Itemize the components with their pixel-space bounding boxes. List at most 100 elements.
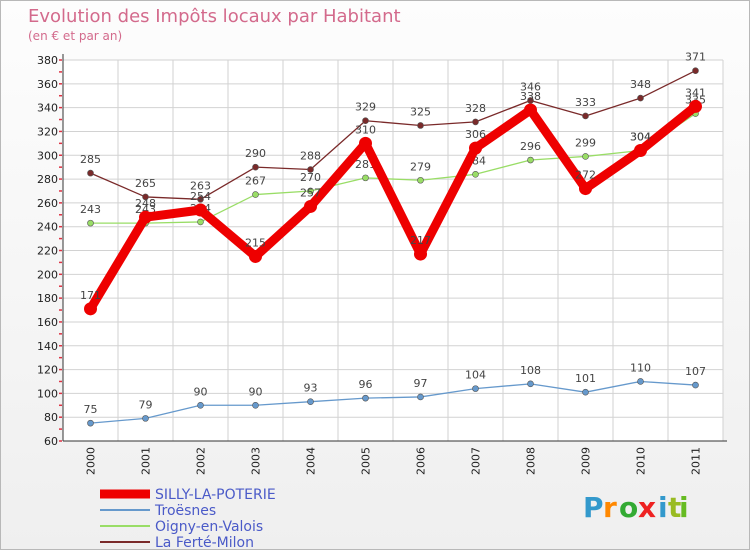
data-label: 104 [465,369,486,382]
y-tick-label: 120 [37,364,58,377]
y-tick-label: 320 [37,125,58,138]
y-tick-label: 140 [37,340,58,353]
y-tick-label: 200 [37,268,58,281]
x-tick-label: 2002 [195,447,208,475]
data-point [87,419,94,427]
logo-letter: r [603,491,617,524]
logo-letter: P [583,491,604,524]
series-silly-la-poterie: 171 248 254 215 257 310 217 306 338 272 304 341 [80,86,706,316]
y-tick-label: 100 [37,387,58,400]
y-tick-label: 300 [37,149,58,162]
data-point [582,112,589,120]
data-point [252,163,259,171]
legend-label: La Ferté-Milon [155,535,254,550]
y-tick-label: 220 [37,245,58,258]
legend: SILLY-LA-POTERIETroësnesOigny-en-ValoisL… [100,487,276,550]
data-label: 254 [190,190,211,203]
y-tick-label: 260 [37,197,58,210]
data-label: 108 [520,364,541,377]
data-point [472,118,479,126]
legend-label: SILLY-LA-POTERIE [155,487,276,503]
data-point [692,67,699,75]
x-tick-label: 2009 [580,447,593,475]
chart-title: Evolution des Impôts locaux par Habitant [28,6,401,27]
data-point [307,398,314,406]
data-label: 90 [249,385,263,398]
logo-letter: x [638,491,656,524]
logo-letter: i [658,491,668,524]
y-tick-label: 180 [37,292,58,305]
data-point [84,302,97,316]
data-point [472,385,479,392]
data-label: 107 [685,365,706,378]
data-label: 257 [300,186,321,199]
x-tick-label: 2010 [635,447,648,475]
data-point [197,218,204,226]
data-point [582,153,589,160]
y-tick-label: 280 [37,173,58,186]
data-point [689,99,702,113]
x-tick-label: 2007 [470,447,483,475]
data-point [417,393,424,401]
data-point [252,191,259,198]
data-label: 248 [135,197,156,210]
x-tick-label: 2006 [415,447,428,475]
data-point [524,103,537,117]
data-label: 243 [80,203,101,216]
data-label: 348 [630,78,651,91]
data-point [197,196,204,203]
data-label: 341 [685,86,706,99]
logo-letter: i [679,491,689,524]
data-label: 296 [520,140,541,153]
data-label: 290 [245,147,266,160]
data-point [582,388,589,396]
data-point [417,122,424,129]
data-label: 270 [300,171,321,184]
y-tick-label: 380 [37,54,58,67]
y-tick-label: 60 [44,435,58,448]
data-label: 79 [139,398,153,411]
data-label: 310 [355,123,376,136]
data-point [692,381,699,389]
data-point [252,401,259,409]
data-label: 325 [410,105,431,118]
data-label: 93 [304,382,318,395]
data-point [362,174,369,182]
data-point [249,249,262,263]
x-tick-label: 2004 [305,447,318,475]
data-label: 304 [630,130,651,143]
data-point [527,156,534,164]
data-label: 306 [465,128,486,141]
data-label: 265 [135,177,156,190]
data-label: 96 [359,378,373,391]
data-label: 279 [410,160,431,173]
data-label: 217 [410,234,431,247]
data-point [579,182,592,196]
data-point [362,394,369,402]
grid [62,59,724,442]
data-label: 371 [685,51,706,64]
series-line [90,113,696,224]
data-label: 346 [520,80,541,93]
data-point [359,136,372,150]
data-point [417,176,424,184]
data-label: 97 [414,377,428,390]
data-label: 333 [575,96,596,109]
data-point [469,141,482,155]
data-label: 171 [80,289,101,302]
data-label: 90 [194,385,208,398]
data-label: 272 [575,169,596,182]
data-point [139,210,152,224]
data-point [87,169,94,177]
data-point [304,199,317,213]
data-point [414,247,427,261]
data-label: 288 [300,150,321,163]
x-tick-label: 2001 [140,447,153,475]
x-tick-label: 2005 [360,447,373,475]
logo-letter: o [619,491,638,524]
data-point [307,187,314,195]
x-tick-label: 2000 [85,447,98,475]
